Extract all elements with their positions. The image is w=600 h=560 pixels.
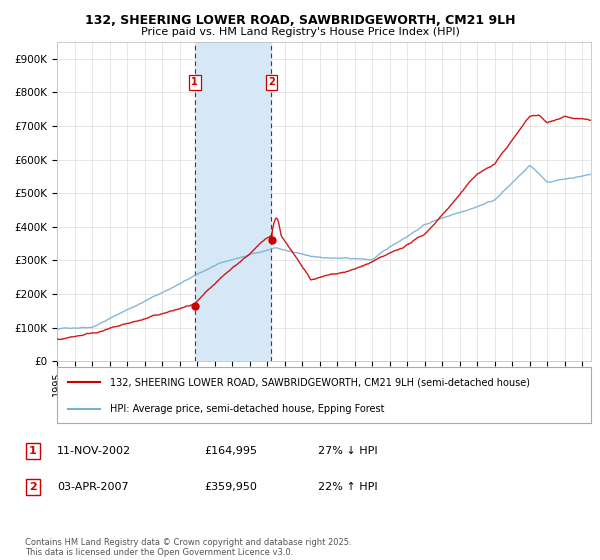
Text: Price paid vs. HM Land Registry's House Price Index (HPI): Price paid vs. HM Land Registry's House … — [140, 27, 460, 37]
Text: 27% ↓ HPI: 27% ↓ HPI — [318, 446, 377, 456]
Text: 1: 1 — [191, 77, 198, 87]
Text: 1: 1 — [29, 446, 37, 456]
Text: 2: 2 — [268, 77, 275, 87]
Text: 03-APR-2007: 03-APR-2007 — [57, 482, 128, 492]
Text: 132, SHEERING LOWER ROAD, SAWBRIDGEWORTH, CM21 9LH (semi-detached house): 132, SHEERING LOWER ROAD, SAWBRIDGEWORTH… — [110, 377, 530, 388]
Text: 2: 2 — [29, 482, 37, 492]
Text: HPI: Average price, semi-detached house, Epping Forest: HPI: Average price, semi-detached house,… — [110, 404, 385, 414]
Bar — [195, 42, 271, 361]
Text: 22% ↑ HPI: 22% ↑ HPI — [318, 482, 377, 492]
Text: 11-NOV-2002: 11-NOV-2002 — [57, 446, 131, 456]
Text: 132, SHEERING LOWER ROAD, SAWBRIDGEWORTH, CM21 9LH: 132, SHEERING LOWER ROAD, SAWBRIDGEWORTH… — [85, 14, 515, 27]
Text: £359,950: £359,950 — [204, 482, 257, 492]
Text: Contains HM Land Registry data © Crown copyright and database right 2025.
This d: Contains HM Land Registry data © Crown c… — [25, 538, 352, 557]
Text: £164,995: £164,995 — [204, 446, 257, 456]
